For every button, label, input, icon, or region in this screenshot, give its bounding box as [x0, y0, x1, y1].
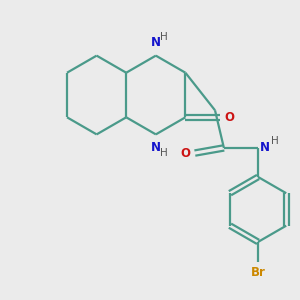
- Text: O: O: [224, 111, 234, 124]
- Text: Br: Br: [250, 266, 266, 279]
- Text: N: N: [260, 141, 270, 154]
- Text: H: H: [160, 32, 168, 42]
- Text: H: H: [271, 136, 278, 146]
- Text: O: O: [180, 146, 190, 160]
- Text: N: N: [151, 141, 161, 154]
- Text: H: H: [160, 148, 168, 158]
- Text: N: N: [151, 36, 161, 49]
